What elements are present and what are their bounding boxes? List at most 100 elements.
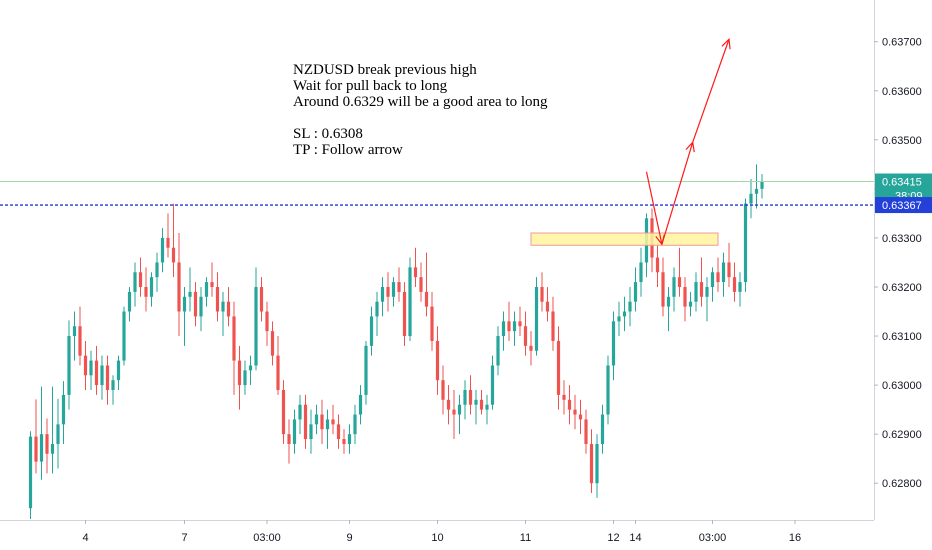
candle-body: [116, 360, 121, 381]
candle-body: [490, 365, 495, 405]
candle-body: [144, 286, 148, 297]
candle-body: [628, 301, 632, 312]
price-tick-label: 0.63200: [882, 282, 922, 294]
price-tick-label: 0.63000: [882, 380, 922, 392]
buy-zone-rectangle[interactable]: [530, 232, 719, 246]
candle-body: [446, 399, 451, 410]
candle-body: [100, 365, 104, 386]
arrow-segment: [692, 39, 730, 143]
candle-body: [672, 277, 676, 297]
candle-body: [727, 262, 731, 278]
candle-body: [540, 286, 544, 302]
price-tick-label: 0.63300: [882, 233, 922, 245]
candle-body: [353, 414, 357, 435]
price-badge: [875, 197, 932, 214]
candle-body: [600, 414, 605, 444]
candle-body: [50, 443, 55, 454]
candle-body: [485, 404, 489, 410]
candle-body: [221, 301, 225, 312]
candle-body: [342, 439, 346, 444]
projection-arrow[interactable]: [645, 37, 731, 246]
candle-body: [694, 282, 698, 302]
candle-body: [639, 262, 643, 283]
candle-body: [397, 282, 401, 292]
time-tick-label: 11: [520, 532, 531, 544]
candle-body: [688, 301, 693, 307]
annotation-line: SL : 0.6308: [293, 126, 363, 142]
candle-body: [754, 188, 759, 194]
candle-body: [78, 326, 82, 356]
candle-body: [402, 291, 407, 337]
candlestick-series: [28, 164, 764, 520]
candle-body: [254, 286, 258, 366]
candle-body: [611, 321, 616, 366]
candle-body: [325, 419, 330, 430]
candle-body: [705, 286, 709, 297]
candle-body: [215, 286, 220, 312]
candle-body: [237, 360, 242, 386]
candle-body: [248, 365, 253, 371]
candle-body: [380, 286, 385, 302]
time-axis[interactable]: 4 7 03:00 9 10 11 12 14 03:00 16: [82, 520, 801, 544]
candle-body: [738, 282, 742, 292]
candle-body: [28, 436, 33, 509]
candle-body: [292, 419, 297, 444]
candle-body: [210, 282, 214, 287]
candle-body: [67, 336, 71, 395]
price-axis[interactable]: 0.62800 0.62900 0.63000 0.63100 0.63200 0.633…: [874, 37, 922, 491]
candle-body: [452, 409, 456, 415]
candle-body: [424, 291, 429, 307]
candle-body: [61, 394, 66, 425]
candle-body: [710, 272, 715, 287]
candle-body: [518, 321, 522, 327]
candle-body: [89, 360, 93, 376]
candle-body: [369, 316, 374, 346]
candle-body: [281, 390, 286, 435]
candle-body: [578, 414, 583, 420]
price-tick-label: 0.63700: [882, 37, 922, 49]
candle-body: [419, 277, 423, 292]
candle-body: [683, 286, 687, 307]
candle-body: [749, 193, 753, 204]
candle-body: [391, 282, 396, 297]
time-tick-label: 9: [346, 532, 352, 544]
candle-body: [529, 345, 533, 351]
candle-body: [298, 404, 302, 420]
candle-body: [375, 301, 379, 317]
annotation-line: Wait for pull back to long: [293, 78, 448, 94]
time-tick-label: 12: [607, 532, 619, 544]
candle-body: [721, 262, 726, 283]
candle-body: [133, 272, 137, 292]
candle-body: [507, 321, 511, 332]
candle-body: [430, 306, 434, 341]
candle-body: [331, 419, 335, 425]
candle-body: [617, 316, 621, 322]
candle-body: [655, 257, 660, 273]
candle-body: [83, 355, 88, 376]
candle-body: [314, 414, 319, 425]
candle-body: [155, 262, 159, 278]
candle-body: [287, 434, 291, 444]
candle-body: [138, 272, 143, 287]
arrow-segment: [645, 171, 663, 245]
candle-body: [265, 311, 269, 332]
candle-body: [347, 434, 352, 444]
candle-body: [732, 277, 737, 292]
candle-body: [386, 286, 390, 297]
candle-body: [303, 404, 308, 440]
price-tick-label: 0.63100: [882, 331, 922, 343]
candle-body: [309, 424, 313, 440]
candle-body: [259, 286, 264, 312]
candle-body: [716, 272, 720, 283]
annotation-line: NZDUSD break previous high: [293, 62, 477, 78]
candle-body: [243, 370, 247, 386]
candle-body: [105, 365, 110, 390]
candle-body: [177, 262, 181, 312]
candle-body: [677, 277, 682, 287]
candle-body: [232, 316, 236, 361]
candle-body: [193, 291, 198, 317]
candle-body: [556, 340, 561, 395]
candle-body: [633, 282, 638, 302]
price-badge-label: 0.63367: [882, 200, 922, 212]
